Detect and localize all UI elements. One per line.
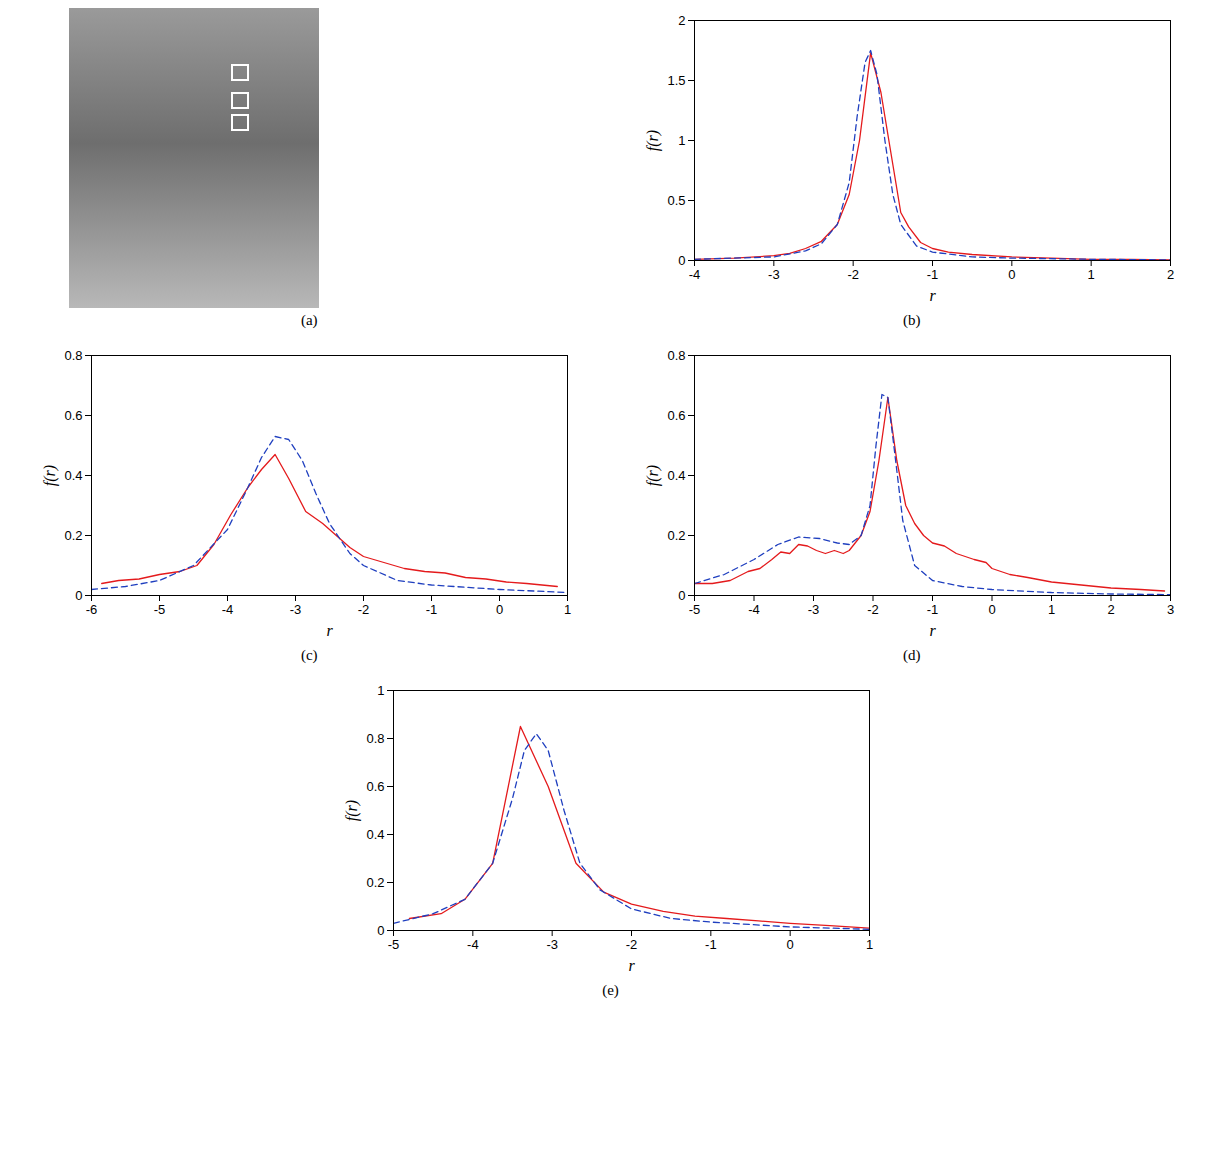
svg-text:1: 1 <box>1048 602 1055 617</box>
svg-text:-5: -5 <box>154 602 166 617</box>
svg-text:f(r): f(r) <box>644 465 662 486</box>
svg-text:r: r <box>929 287 936 304</box>
html-text:(c): (c) <box>300 647 318 663</box>
svg-text:2: 2 <box>678 13 685 28</box>
svg-text:0.2: 0.2 <box>65 528 83 543</box>
svg-text:0.8: 0.8 <box>366 731 384 746</box>
svg-text:f(r): f(r) <box>41 465 59 486</box>
svg-text:-1: -1 <box>705 937 717 952</box>
svg-text:0.6: 0.6 <box>366 779 384 794</box>
svg-text:-3: -3 <box>807 602 819 617</box>
svg-text:1: 1 <box>564 602 571 617</box>
svg-text:-2: -2 <box>867 602 879 617</box>
svg-text:-5: -5 <box>688 602 700 617</box>
svg-text:r: r <box>929 622 936 639</box>
svg-text:-4: -4 <box>467 937 479 952</box>
html-text:(b): (b) <box>903 312 921 328</box>
svg-text:0.6: 0.6 <box>667 408 685 423</box>
html-text:(a): (a) <box>300 312 318 328</box>
svg-text:0.2: 0.2 <box>366 875 384 890</box>
svg-text:0: 0 <box>1008 267 1015 282</box>
svg-text:0.4: 0.4 <box>65 468 83 483</box>
svg-text:-1: -1 <box>926 267 938 282</box>
svg-text:0.8: 0.8 <box>65 348 83 363</box>
svg-text:-4: -4 <box>688 267 700 282</box>
svg-text:0: 0 <box>496 602 503 617</box>
html-text:(d): (d) <box>903 647 921 663</box>
svg-text:r: r <box>327 622 334 639</box>
svg-text:0: 0 <box>76 588 83 603</box>
svg-text:2: 2 <box>1107 602 1114 617</box>
svg-text:0.8: 0.8 <box>667 348 685 363</box>
svg-text:0.5: 0.5 <box>667 193 685 208</box>
svg-text:f(r): f(r) <box>644 130 662 151</box>
html-text:(e): (e) <box>602 982 619 998</box>
svg-text:3: 3 <box>1167 602 1174 617</box>
svg-text:0: 0 <box>988 602 995 617</box>
svg-text:1.5: 1.5 <box>667 73 685 88</box>
svg-text:0.2: 0.2 <box>667 528 685 543</box>
svg-text:2: 2 <box>1167 267 1174 282</box>
svg-text:-1: -1 <box>926 602 938 617</box>
svg-text:-3: -3 <box>290 602 302 617</box>
svg-text:r: r <box>628 957 635 974</box>
svg-text:-2: -2 <box>847 267 859 282</box>
svg-text:-2: -2 <box>625 937 637 952</box>
svg-text:0.6: 0.6 <box>65 408 83 423</box>
svg-text:-4: -4 <box>222 602 234 617</box>
svg-text:1: 1 <box>377 683 384 698</box>
svg-text:0.4: 0.4 <box>667 468 685 483</box>
svg-text:0: 0 <box>377 923 384 938</box>
svg-text:f(r): f(r) <box>342 800 360 821</box>
svg-text:0: 0 <box>678 588 685 603</box>
svg-text:-3: -3 <box>546 937 558 952</box>
svg-text:-5: -5 <box>387 937 399 952</box>
svg-text:0: 0 <box>678 253 685 268</box>
svg-text:-2: -2 <box>358 602 370 617</box>
svg-text:1: 1 <box>678 133 685 148</box>
svg-text:-3: -3 <box>768 267 780 282</box>
svg-text:0.4: 0.4 <box>366 827 384 842</box>
svg-text:1: 1 <box>865 937 872 952</box>
svg-text:0: 0 <box>786 937 793 952</box>
svg-text:-1: -1 <box>426 602 438 617</box>
svg-text:-4: -4 <box>748 602 760 617</box>
svg-text:-6: -6 <box>86 602 98 617</box>
svg-text:1: 1 <box>1087 267 1094 282</box>
